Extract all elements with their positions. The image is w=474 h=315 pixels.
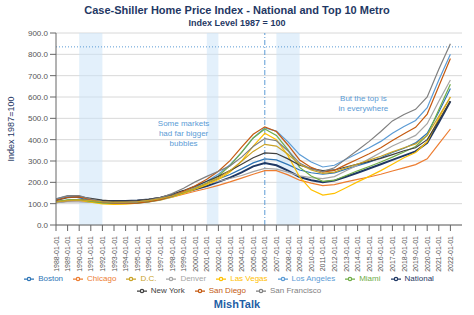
svg-text:1989-01-01: 1989-01-01 — [64, 236, 71, 272]
svg-text:1988-01-01: 1988-01-01 — [53, 236, 60, 272]
svg-text:2011-01-01: 2011-01-01 — [319, 236, 326, 271]
svg-text:2004-01-01: 2004-01-01 — [238, 236, 245, 272]
svg-text:2014-01-01: 2014-01-01 — [354, 236, 361, 272]
svg-text:1999-01-01: 1999-01-01 — [180, 236, 187, 272]
html-text:Los Angeles: Los Angeles — [291, 274, 336, 283]
svg-text:300.0: 300.0 — [28, 157, 49, 166]
html-text:Case-Shiller Home Price Index: Case-Shiller Home Price Index - National… — [84, 4, 390, 16]
svg-text:1996-01-01: 1996-01-01 — [145, 236, 152, 272]
svg-text:2009-01-01: 2009-01-01 — [296, 236, 303, 272]
svg-text:2021-01-01: 2021-01-01 — [435, 236, 442, 272]
svg-text:2015-01-01: 2015-01-01 — [366, 236, 373, 272]
svg-text:2017-01-01: 2017-01-01 — [389, 236, 396, 272]
svg-text:Some marketshad far biggerbubb: Some marketshad far biggerbubbles — [158, 119, 210, 148]
svg-text:2008-01-01: 2008-01-01 — [285, 236, 292, 272]
html-text:Miami: Miami — [359, 274, 381, 283]
html-text:Index Level 1987 = 100: Index Level 1987 = 100 — [188, 18, 286, 28]
svg-text:Index 1987=100: Index 1987=100 — [8, 97, 16, 162]
html-text:San Francisco: San Francisco — [270, 286, 322, 295]
html-text:Chicago: Chicago — [87, 274, 117, 283]
svg-text:1997-01-01: 1997-01-01 — [157, 236, 164, 272]
svg-text:500.0: 500.0 — [28, 114, 49, 123]
svg-text:700.0: 700.0 — [28, 72, 49, 81]
svg-text:2019-01-01: 2019-01-01 — [412, 236, 419, 272]
svg-text:2001-01-01: 2001-01-01 — [203, 236, 210, 272]
svg-text:400.0: 400.0 — [28, 136, 49, 145]
svg-text:2000-01-01: 2000-01-01 — [192, 236, 199, 272]
svg-text:2013-01-01: 2013-01-01 — [343, 236, 350, 272]
svg-text:1994-01-01: 1994-01-01 — [122, 236, 129, 272]
svg-text:2018-01-01: 2018-01-01 — [401, 236, 408, 272]
svg-text:0.0: 0.0 — [37, 221, 49, 230]
svg-text:1991-01-01: 1991-01-01 — [87, 236, 94, 272]
svg-text:2003-01-01: 2003-01-01 — [227, 236, 234, 272]
svg-text:2012-01-01: 2012-01-01 — [331, 236, 338, 272]
svg-text:800.0: 800.0 — [28, 50, 49, 59]
html-text:Boston: Boston — [38, 274, 63, 283]
svg-text:1998-01-01: 1998-01-01 — [169, 236, 176, 272]
svg-text:1993-01-01: 1993-01-01 — [111, 236, 118, 272]
svg-text:200.0: 200.0 — [28, 178, 49, 187]
svg-text:2010-01-01: 2010-01-01 — [308, 236, 315, 272]
svg-text:2020-01-01: 2020-01-01 — [424, 236, 431, 272]
html-text:D.C.: D.C. — [140, 274, 157, 283]
svg-text:2016-01-01: 2016-01-01 — [377, 236, 384, 272]
html-text:San Diego: San Diego — [208, 286, 246, 295]
svg-text:900.0: 900.0 — [28, 29, 49, 38]
html-text:Las Vegas: Las Vegas — [230, 274, 268, 283]
svg-text:1992-01-01: 1992-01-01 — [99, 236, 106, 272]
html-text:National: National — [404, 274, 434, 283]
svg-text:2002-01-01: 2002-01-01 — [215, 236, 222, 272]
svg-text:1995-01-01: 1995-01-01 — [134, 236, 141, 272]
svg-text:1990-01-01: 1990-01-01 — [76, 236, 83, 272]
svg-text:But the top isin everywhere: But the top isin everywhere — [338, 94, 388, 113]
svg-text:2007-01-01: 2007-01-01 — [273, 236, 280, 272]
html-text:Denver: Denver — [180, 274, 207, 283]
svg-text:2005-01-01: 2005-01-01 — [250, 236, 257, 272]
svg-text:2006-01-01: 2006-01-01 — [261, 236, 268, 272]
svg-text:100.0: 100.0 — [28, 200, 49, 209]
html-text:New York: New York — [150, 286, 185, 295]
svg-text:2022-01-01: 2022-01-01 — [447, 236, 454, 272]
html-text:MishTalk: MishTalk — [213, 298, 261, 310]
svg-text:600.0: 600.0 — [28, 93, 49, 102]
